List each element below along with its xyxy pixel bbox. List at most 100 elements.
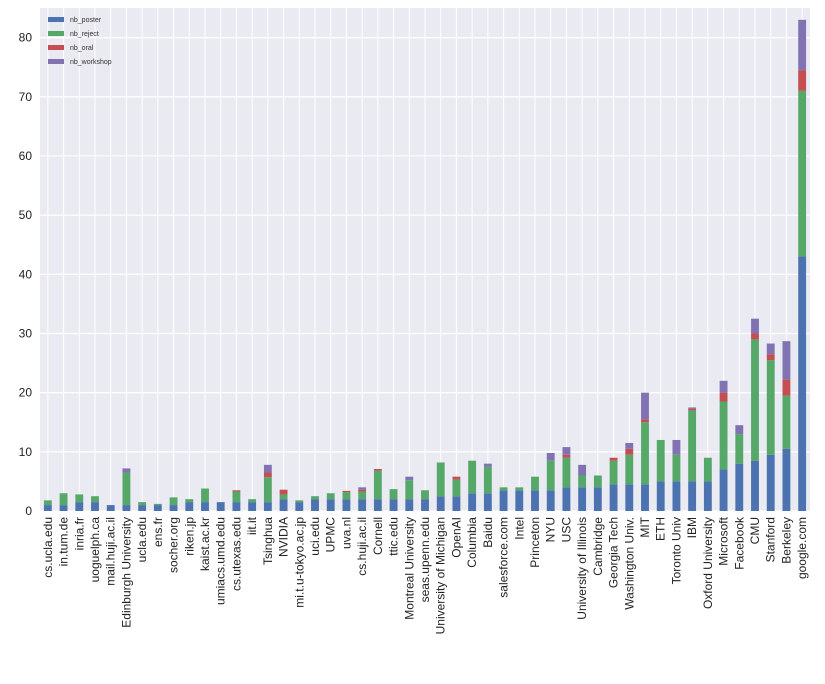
bar-nb_reject-20	[358, 491, 367, 500]
x-tick-label-46: Stanford	[764, 517, 778, 562]
bar-nb_reject-0	[43, 500, 52, 506]
bar-nb_poster-13	[248, 502, 257, 511]
bar-nb_poster-39	[656, 481, 665, 511]
bar-nb_workshop-14	[263, 464, 272, 473]
bar-nb_poster-44	[735, 463, 744, 511]
bar-nb_poster-9	[185, 502, 194, 511]
x-tick-label-45: CMU	[748, 517, 762, 544]
bar-nb_poster-38	[641, 484, 649, 511]
bar-nb_reject-30	[515, 487, 524, 491]
y-tick-label-1: 10	[19, 445, 33, 459]
legend-label-nb_reject: nb_reject	[70, 31, 99, 38]
bar-nb_reject-36	[609, 460, 618, 485]
x-tick-label-29: salesforce.com	[497, 517, 511, 598]
x-tick-label-9: riken.jp	[182, 517, 196, 556]
bar-nb_poster-45	[751, 460, 759, 511]
bar-nb_reject-31	[531, 476, 539, 491]
bar-nb_poster-26	[452, 496, 461, 511]
x-tick-label-2: inria.fr	[72, 517, 86, 550]
bar-nb_reject-44	[735, 434, 744, 464]
bar-nb_reject-41	[688, 410, 697, 482]
bar-nb_oral-36	[609, 457, 618, 461]
bar-nb_reject-24	[421, 490, 429, 500]
bar-nb_poster-43	[719, 469, 728, 511]
bar-nb_reject-18	[326, 493, 335, 500]
bar-nb_poster-7	[153, 505, 162, 511]
x-tick-label-10: kaist.ac.kr	[198, 517, 212, 571]
bar-nb_oral-41	[688, 408, 697, 411]
bars-layer	[43, 19, 807, 511]
x-tick-label-22: ttic.edu	[387, 517, 401, 556]
x-tick-label-11: umiacs.umd.edu	[214, 517, 228, 605]
y-tick-labels: 0 10 20 30 40 50 60 70 80	[19, 31, 33, 518]
bar-nb_reject-33	[562, 457, 571, 488]
bar-nb_poster-48	[798, 256, 807, 511]
bar-nb_workshop-23	[405, 476, 414, 481]
bar-nb_reject-45	[751, 339, 759, 461]
bar-nb_workshop-37	[625, 442, 634, 449]
x-tick-label-42: Oxford University	[701, 517, 715, 609]
y-tick-label-5: 50	[19, 208, 33, 222]
bar-nb_reject-5	[122, 472, 131, 506]
legend-label-nb_poster: nb_poster	[70, 17, 102, 24]
bar-nb_poster-25	[436, 496, 445, 511]
bar-nb_reject-47	[782, 395, 791, 449]
bar-nb_reject-39	[656, 439, 665, 482]
bar-nb_poster-46	[766, 454, 775, 511]
y-tick-label-7: 70	[19, 90, 33, 104]
bar-nb_oral-46	[766, 354, 775, 361]
bar-nb_reject-26	[452, 479, 461, 497]
bar-nb_reject-29	[499, 487, 508, 491]
x-tick-label-36: Georgia Tech	[607, 517, 621, 588]
bar-nb_oral-47	[782, 379, 791, 396]
bar-nb_reject-16	[295, 500, 304, 503]
bar-nb_poster-23	[405, 499, 414, 511]
legend: nb_poster nb_reject nb_oral nb_workshop	[48, 17, 112, 66]
legend-label-nb_oral: nb_oral	[70, 45, 94, 52]
x-tick-label-24: seas.upenn.edu	[418, 517, 432, 602]
bar-nb_poster-36	[609, 484, 618, 511]
bar-nb_workshop-38	[641, 392, 649, 420]
bar-nb_poster-31	[531, 490, 539, 511]
bar-nb_reject-3	[91, 496, 99, 503]
x-tick-label-40: Toronto Univ	[669, 517, 683, 584]
bar-nb_reject-28	[483, 466, 492, 494]
bar-nb_poster-40	[672, 481, 681, 511]
x-tick-label-12: cs.utexas.edu	[229, 517, 243, 591]
x-tick-label-48: google.com	[795, 517, 809, 579]
x-tick-label-18: UPMC	[324, 517, 338, 553]
bar-nb_reject-2	[75, 494, 84, 503]
legend-swatch-nb_oral	[48, 45, 64, 50]
bar-nb_poster-4	[106, 505, 115, 511]
x-tick-label-30: Intel	[512, 517, 526, 540]
x-tick-label-0: cs.ucla.edu	[41, 517, 55, 578]
bar-nb_oral-12	[232, 490, 241, 492]
legend-swatch-nb_poster	[48, 17, 64, 22]
x-tick-label-35: Cambridge	[591, 517, 605, 576]
x-tick-label-26: OpenAI	[449, 517, 463, 558]
bar-nb_workshop-33	[562, 447, 571, 455]
bar-nb_poster-34	[578, 487, 587, 511]
bar-nb_poster-28	[483, 493, 492, 511]
bar-nb_reject-40	[672, 454, 681, 482]
bar-nb_workshop-5	[122, 468, 131, 473]
bar-nb_poster-21	[373, 499, 382, 511]
y-tick-label-0: 0	[25, 504, 32, 518]
bar-nb_poster-24	[421, 499, 429, 511]
bar-nb_reject-7	[153, 503, 162, 506]
bar-nb_oral-43	[719, 392, 728, 402]
bar-nb_poster-35	[593, 487, 602, 511]
x-tick-label-4: mail.huji.ac.il	[104, 517, 118, 586]
bar-nb_oral-14	[263, 472, 272, 478]
bar-nb_workshop-40	[672, 439, 681, 455]
bar-nb_poster-42	[703, 481, 712, 511]
bar-nb_reject-42	[703, 457, 712, 482]
x-tick-label-33: USC	[559, 517, 573, 543]
bar-nb_reject-17	[311, 496, 319, 500]
legend-label-nb_workshop: nb_workshop	[70, 59, 112, 66]
bar-nb_poster-15	[279, 499, 288, 511]
bar-nb_poster-37	[625, 484, 634, 511]
bar-nb_poster-1	[59, 505, 68, 511]
bar-nb_poster-29	[499, 490, 508, 511]
